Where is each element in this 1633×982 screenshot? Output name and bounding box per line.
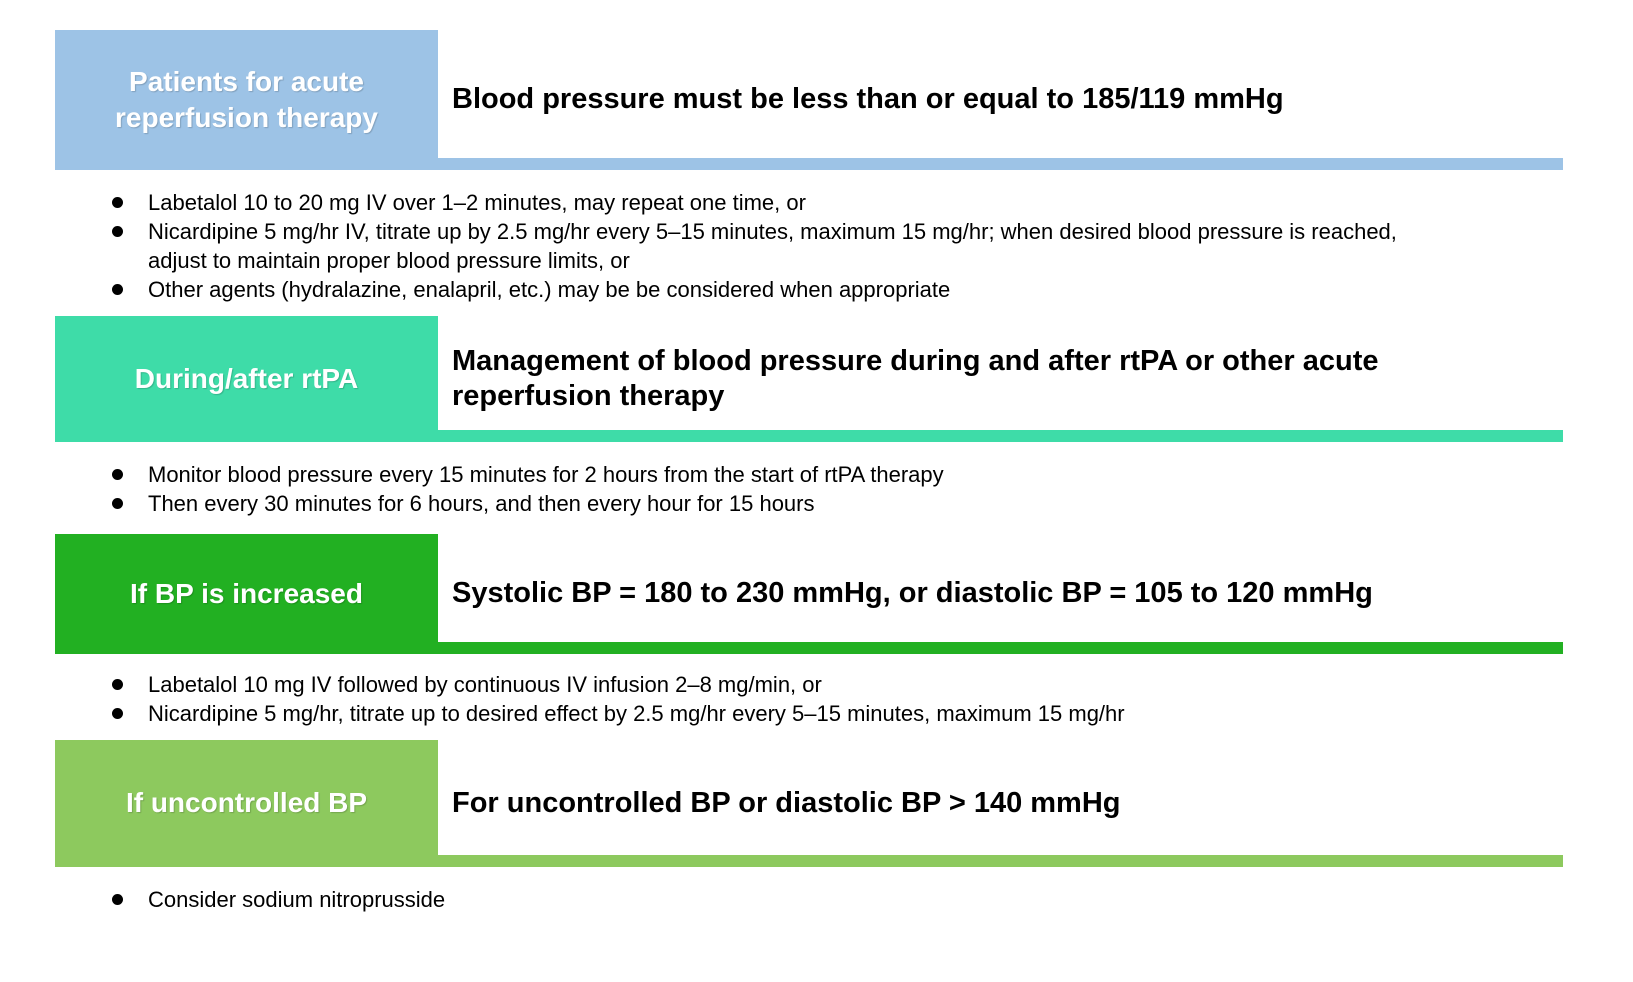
bullet-icon	[112, 197, 123, 208]
list-item-text: Other agents (hydralazine, enalapril, et…	[148, 277, 951, 302]
section-label-box: During/after rtPA	[55, 316, 438, 442]
bullet-icon	[112, 894, 123, 905]
section-during-after-rtpa: During/after rtPA Management of blood pr…	[55, 316, 1633, 518]
list-item-text: Nicardipine 5 mg/hr IV, titrate up by 2.…	[148, 219, 1397, 273]
bullet-list: Labetalol 10 mg IV followed by continuou…	[112, 670, 1633, 728]
section-label: During/after rtPA	[134, 362, 359, 394]
bullet-icon	[112, 226, 123, 237]
bullet-icon	[112, 679, 123, 690]
bullet-icon	[112, 708, 123, 719]
list-item-text: Then every 30 minutes for 6 hours, and t…	[148, 491, 815, 516]
section-header: For uncontrolled BP or diastolic BP > 14…	[452, 786, 1121, 819]
section-label-box: If uncontrolled BP	[55, 740, 438, 867]
bullet-icon	[112, 469, 123, 480]
bullet-list: Consider sodium nitroprusside	[112, 885, 1633, 914]
section-header-row: Patients for acute reperfusion therapy B…	[55, 30, 1563, 170]
section-header-row: If BP is increased Systolic BP = 180 to …	[55, 534, 1563, 654]
list-item: Other agents (hydralazine, enalapril, et…	[112, 275, 1432, 304]
section-label: If uncontrolled BP	[125, 787, 368, 819]
section-label: If BP is increased	[130, 577, 363, 609]
bullet-icon	[112, 498, 123, 509]
list-item: Nicardipine 5 mg/hr, titrate up to desir…	[112, 699, 1432, 728]
bullet-icon	[112, 284, 123, 295]
section-header-row: If uncontrolled BP For uncontrolled BP o…	[55, 740, 1563, 867]
section-if-uncontrolled-bp: If uncontrolled BP For uncontrolled BP o…	[55, 740, 1633, 914]
section-header-row: During/after rtPA Management of blood pr…	[55, 316, 1563, 442]
list-item-text: Consider sodium nitroprusside	[148, 887, 446, 912]
section-label: Patients for acute reperfusion therapy	[115, 65, 378, 133]
list-item: Labetalol 10 to 20 mg IV over 1–2 minute…	[112, 188, 1432, 217]
section-if-bp-increased: If BP is increased Systolic BP = 180 to …	[55, 534, 1633, 728]
bullet-list: Labetalol 10 to 20 mg IV over 1–2 minute…	[112, 188, 1633, 304]
list-item: Monitor blood pressure every 15 minutes …	[112, 460, 1432, 489]
section-label-box: If BP is increased	[55, 534, 438, 654]
section-header: Systolic BP = 180 to 230 mmHg, or diasto…	[452, 577, 1373, 610]
section-patients-acute-reperfusion: Patients for acute reperfusion therapy B…	[55, 30, 1633, 304]
list-item: Nicardipine 5 mg/hr IV, titrate up by 2.…	[112, 217, 1432, 275]
list-item-text: Monitor blood pressure every 15 minutes …	[148, 462, 944, 487]
list-item-text: Labetalol 10 mg IV followed by continuou…	[148, 672, 822, 697]
bullet-list: Monitor blood pressure every 15 minutes …	[112, 460, 1633, 518]
list-item: Then every 30 minutes for 6 hours, and t…	[112, 489, 1432, 518]
list-item: Labetalol 10 mg IV followed by continuou…	[112, 670, 1432, 699]
list-item: Consider sodium nitroprusside	[112, 885, 1432, 914]
section-header: Blood pressure must be less than or equa…	[452, 83, 1284, 116]
list-item-text: Labetalol 10 to 20 mg IV over 1–2 minute…	[148, 190, 806, 215]
section-label-box: Patients for acute reperfusion therapy	[55, 30, 438, 170]
section-header: Management of blood pressure during and …	[452, 344, 1379, 412]
list-item-text: Nicardipine 5 mg/hr, titrate up to desir…	[148, 701, 1125, 726]
